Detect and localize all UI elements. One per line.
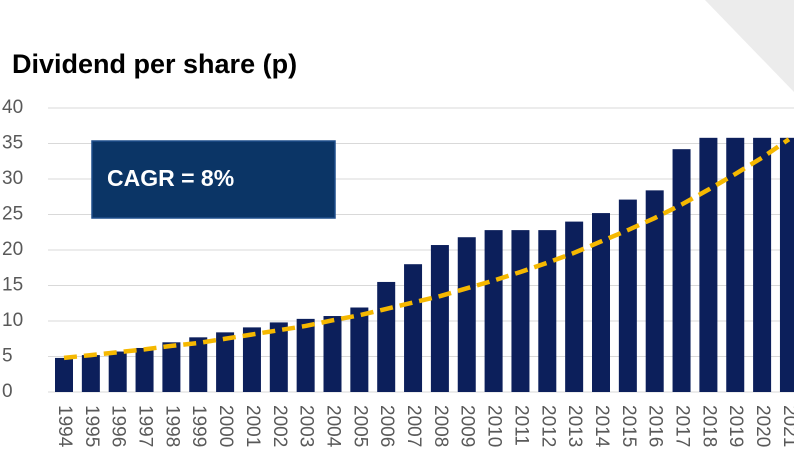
bar bbox=[108, 351, 127, 392]
bar bbox=[726, 137, 745, 392]
bar bbox=[242, 327, 261, 392]
bar bbox=[269, 322, 288, 392]
bar bbox=[645, 190, 664, 392]
x-tick-label: 2001 bbox=[242, 405, 263, 447]
bar bbox=[699, 137, 718, 392]
x-tick-label: 2006 bbox=[376, 405, 397, 447]
annotation-text: CAGR = 8% bbox=[107, 165, 234, 191]
x-tick-label: 2011 bbox=[510, 405, 531, 446]
y-tick-label: 40 bbox=[2, 97, 23, 118]
bar bbox=[216, 332, 235, 392]
y-tick-label: 20 bbox=[2, 239, 23, 260]
x-tick-label: 2020 bbox=[752, 405, 773, 447]
bar bbox=[565, 221, 584, 392]
chart-title: Dividend per share (p) bbox=[12, 49, 297, 79]
trend-line bbox=[63, 137, 791, 361]
bar bbox=[323, 316, 342, 392]
x-tick-label: 2012 bbox=[537, 405, 558, 447]
y-tick-label: 5 bbox=[2, 346, 13, 367]
bar bbox=[162, 342, 181, 392]
annotation-box bbox=[91, 140, 336, 219]
x-tick-label: 2007 bbox=[403, 405, 424, 447]
x-tick-label: 2010 bbox=[484, 405, 505, 447]
x-tick-label: 1996 bbox=[108, 405, 129, 447]
x-tick-label: 1999 bbox=[188, 405, 209, 447]
corner-fold bbox=[705, 0, 794, 92]
x-tick-label: 2018 bbox=[698, 405, 719, 447]
y-tick-label: 30 bbox=[2, 168, 23, 189]
bar bbox=[189, 337, 208, 392]
bar bbox=[350, 307, 369, 392]
bar bbox=[538, 230, 557, 392]
bar bbox=[592, 213, 610, 392]
bar bbox=[81, 355, 100, 392]
x-tick-label: 2004 bbox=[322, 405, 343, 448]
bar bbox=[55, 357, 73, 392]
bar bbox=[430, 245, 449, 392]
x-tick-label: 1994 bbox=[54, 405, 75, 448]
bar bbox=[377, 281, 396, 392]
bar bbox=[753, 137, 772, 392]
bar bbox=[296, 318, 315, 392]
y-tick-label: 10 bbox=[2, 310, 23, 331]
x-tick-label: 2005 bbox=[349, 405, 370, 447]
x-tick-label: 2015 bbox=[618, 405, 639, 447]
x-tick-label: 1997 bbox=[135, 405, 156, 447]
bar bbox=[404, 264, 423, 392]
x-tick-label: 2017 bbox=[672, 405, 693, 447]
x-tick-label: 1998 bbox=[161, 405, 182, 447]
bar bbox=[457, 237, 476, 392]
y-tick-label: 25 bbox=[2, 204, 23, 225]
x-tick-label: 2003 bbox=[296, 405, 317, 447]
x-tick-label: 2016 bbox=[645, 405, 666, 447]
bar bbox=[618, 199, 637, 392]
bar bbox=[511, 230, 530, 392]
x-tick-label: 2008 bbox=[430, 405, 451, 447]
y-tick-label: 35 bbox=[2, 133, 23, 154]
bar bbox=[484, 230, 503, 392]
x-tick-label: 2002 bbox=[269, 405, 290, 447]
bar bbox=[779, 137, 794, 392]
x-tick-label: 1995 bbox=[81, 405, 102, 447]
y-tick-label: 0 bbox=[2, 381, 13, 402]
bar bbox=[135, 347, 154, 392]
x-tick-label: 2019 bbox=[725, 405, 746, 447]
bar bbox=[672, 149, 691, 392]
x-tick-label: 2000 bbox=[215, 405, 236, 447]
x-tick-label: 2021 bbox=[779, 405, 794, 447]
y-tick-label: 15 bbox=[2, 275, 23, 296]
x-tick-label: 2014 bbox=[591, 405, 612, 448]
x-tick-label: 2009 bbox=[457, 405, 478, 447]
x-tick-label: 2013 bbox=[564, 405, 585, 447]
